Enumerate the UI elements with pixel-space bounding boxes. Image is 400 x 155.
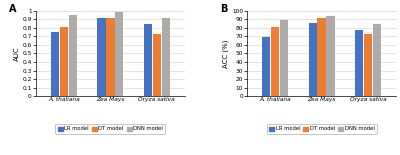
Bar: [309, 23, 317, 96]
Bar: [68, 15, 77, 96]
Bar: [280, 20, 288, 96]
Bar: [162, 18, 170, 96]
Y-axis label: AUC: AUC: [14, 46, 20, 61]
Text: A: A: [9, 4, 17, 14]
Bar: [318, 18, 326, 96]
Bar: [106, 18, 114, 96]
Bar: [153, 34, 161, 96]
Bar: [326, 16, 335, 96]
Legend: LR model, DT model, DNN model: LR model, DT model, DNN model: [56, 124, 165, 134]
Text: B: B: [220, 4, 228, 14]
Bar: [115, 12, 123, 96]
Bar: [373, 24, 381, 96]
Legend: LR model, DT model, DNN model: LR model, DT model, DNN model: [267, 124, 376, 134]
Bar: [51, 32, 59, 96]
Bar: [262, 37, 270, 96]
Bar: [144, 24, 152, 96]
Bar: [271, 27, 279, 96]
Bar: [355, 31, 364, 96]
Bar: [364, 34, 372, 96]
Y-axis label: ACC (%): ACC (%): [223, 39, 229, 68]
Bar: [60, 27, 68, 96]
Bar: [97, 18, 106, 96]
